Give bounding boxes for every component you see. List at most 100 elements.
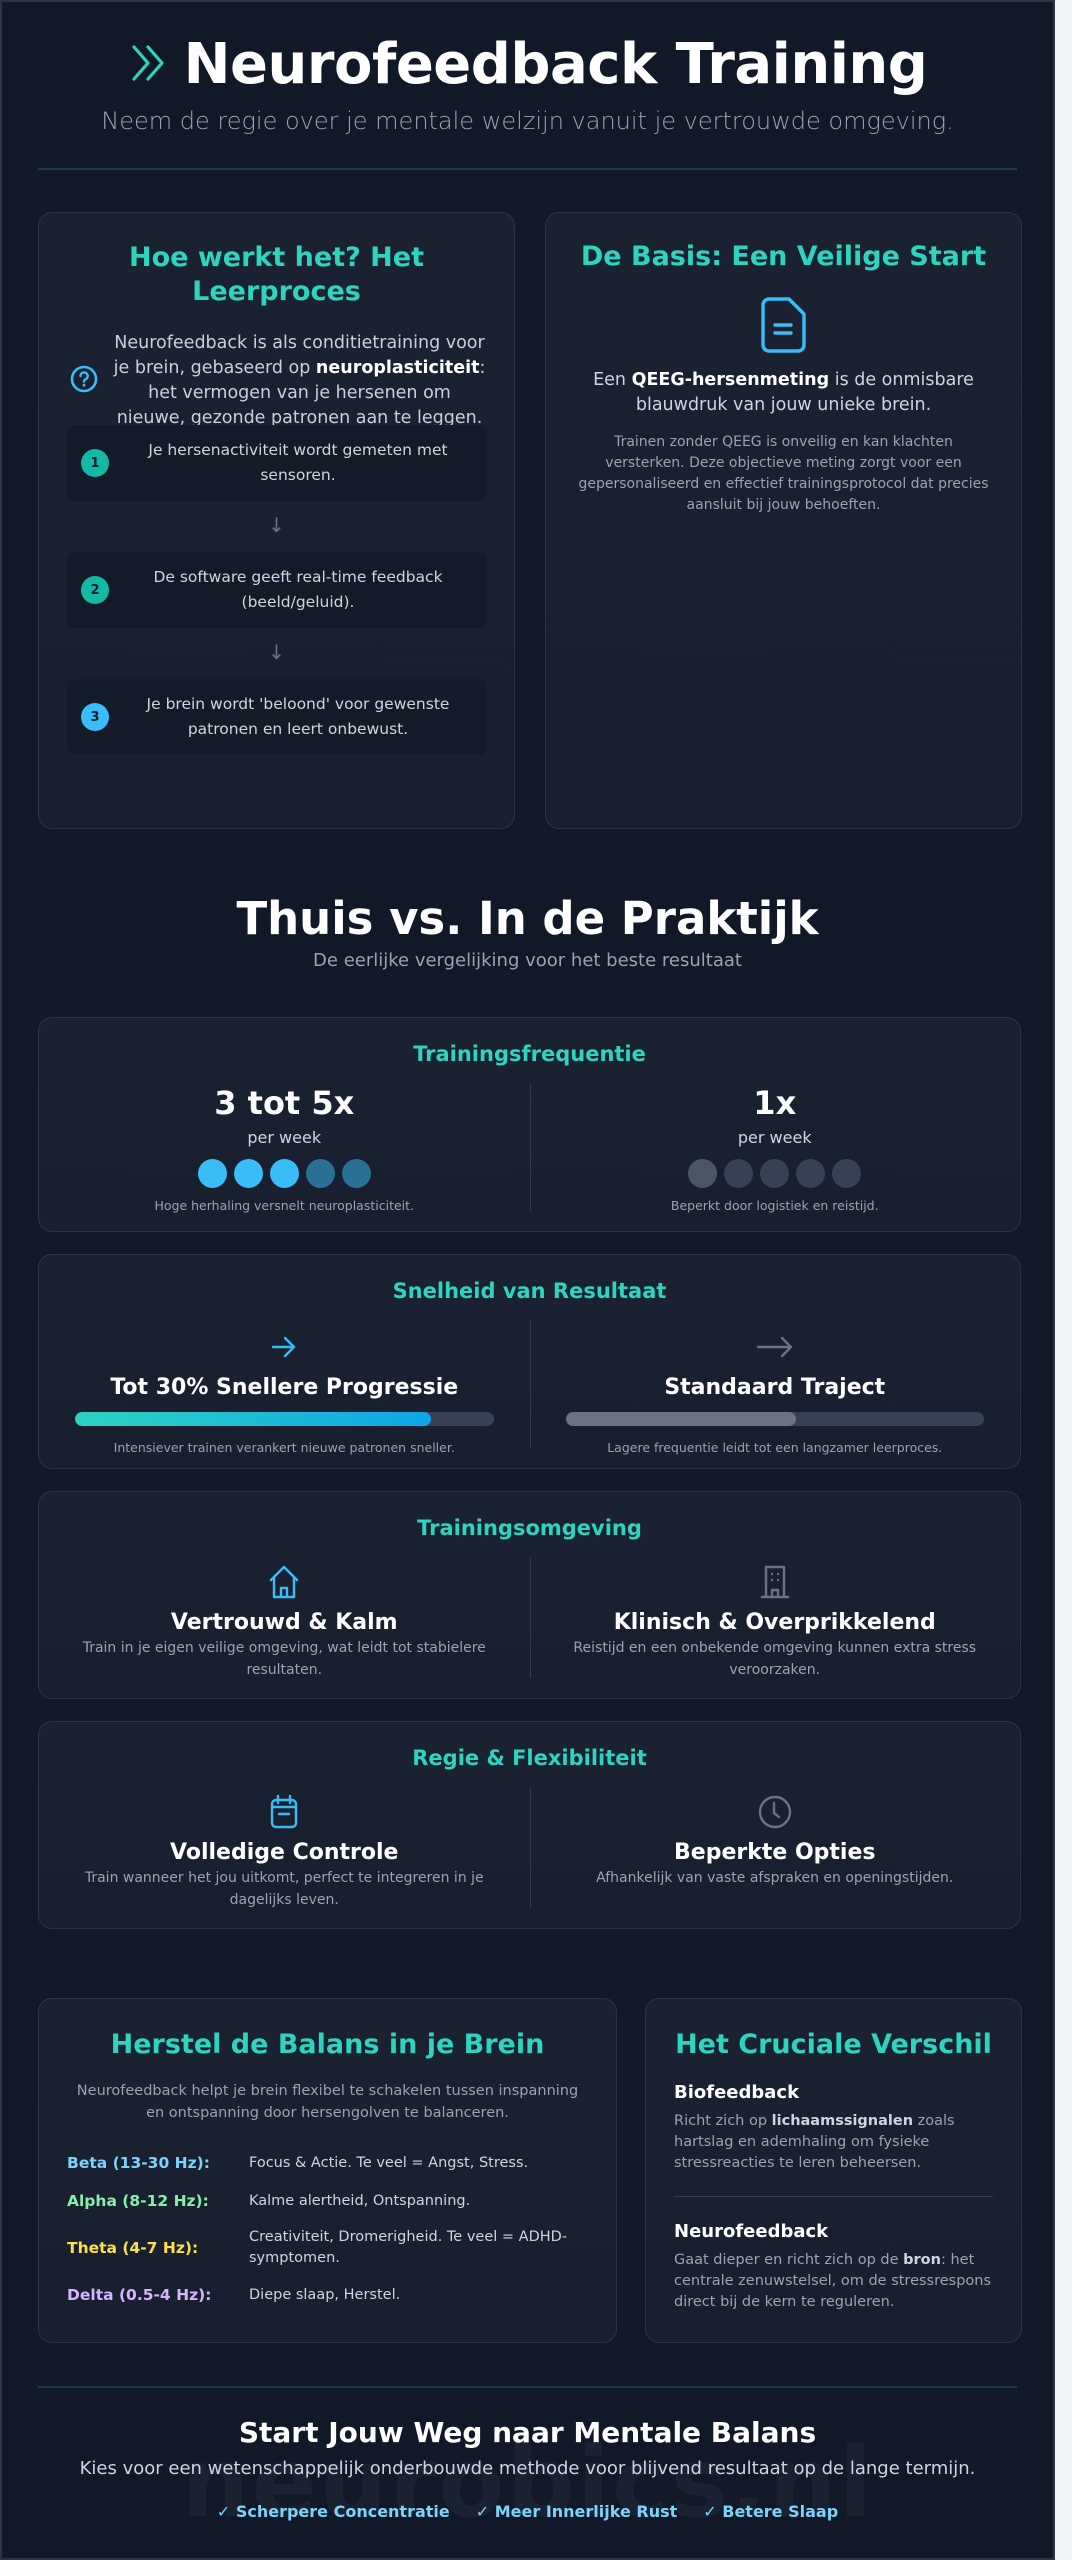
- brainwave-label: Beta (13-30 Hz):: [67, 2154, 210, 2172]
- divider: [529, 1321, 531, 1448]
- frequency-note: Hoge herhaling versnelt neuroplasticitei…: [154, 1198, 415, 1213]
- balance-intro: Neurofeedback helpt je brein flexibel te…: [76, 2083, 579, 2121]
- dot-inactive: [796, 1159, 826, 1188]
- brainwave-list: Beta (13-30 Hz): Focus & Actie. Te veel …: [67, 2144, 588, 2314]
- brainwave-desc: Creativiteit, Dromerigheid. Te veel = AD…: [249, 2229, 568, 2266]
- control-desc: Afhankelijk van vaste afspraken en openi…: [596, 1870, 954, 1886]
- speed-note: Intensiever trainen verankert nieuwe pat…: [113, 1440, 455, 1455]
- card-title: Trainingsomgeving: [417, 1516, 642, 1540]
- step-text: Je hersenactiviteit wordt gemeten met se…: [148, 441, 448, 484]
- divider: [38, 168, 1017, 170]
- brainwave-item: Delta (0.5-4 Hz): Diepe slaap, Herstel.: [67, 2276, 588, 2314]
- frequency-dots: [39, 1159, 530, 1188]
- frequency-note: Beperkt door logistiek en reistijd.: [670, 1198, 879, 1213]
- step-number: 2: [81, 576, 109, 604]
- brainwave-item: Beta (13-30 Hz): Focus & Actie. Te veel …: [67, 2144, 588, 2182]
- divider: [529, 1084, 531, 1211]
- divider: [529, 1788, 531, 1908]
- brain-balance-card: Herstel de Balans in je Brein Neurofeedb…: [38, 1998, 617, 2343]
- brainwave-desc: Kalme alertheid, Ontspanning.: [249, 2192, 471, 2209]
- lead-text: Een QEEG-hersenmeting is de onmisbare bl…: [593, 370, 974, 415]
- document-icon: [760, 297, 806, 353]
- dot-active: [197, 1159, 227, 1188]
- environment-desc: Train in je eigen veilige omgeving, wat …: [82, 1640, 486, 1678]
- block-text: Richt zich op lichaamssignalen zoals har…: [674, 2113, 955, 2171]
- frequency-unit: per week: [737, 1128, 812, 1147]
- dot-active: [269, 1159, 299, 1188]
- arrow-down-icon: ↓: [268, 640, 285, 664]
- divider: [38, 2386, 1017, 2388]
- brainwave-item: Theta (4-7 Hz): Creativiteit, Dromerighe…: [67, 2220, 588, 2276]
- block-text: Gaat dieper en richt zich op de bron: he…: [674, 2252, 992, 2310]
- divider: [674, 2196, 993, 2197]
- dot-inactive: [832, 1159, 862, 1188]
- brainwave-label: Alpha (8-12 Hz):: [67, 2192, 209, 2210]
- cta-subtitle: Kies voor een wetenschappelijk onderbouw…: [79, 2458, 976, 2479]
- building-icon: [530, 1562, 1021, 1602]
- card-title: Snelheid van Resultaat: [392, 1279, 667, 1303]
- card-title: Trainingsfrequentie: [413, 1042, 646, 1066]
- step-text: De software geeft real-time feedback (be…: [153, 568, 443, 611]
- dot-active: [688, 1159, 718, 1188]
- how-it-works-card: Hoe werkt het? Het Leerproces Neurofeedb…: [38, 212, 515, 829]
- cta-title: Start Jouw Weg naar Mentale Balans: [238, 2416, 817, 2449]
- watermark: neurobics.nl: [181, 2427, 874, 2539]
- arrow-right-icon: [530, 1327, 1021, 1367]
- control-heading: Volledige Controle: [170, 1840, 399, 1865]
- page-title: Neurofeedback Training: [183, 32, 928, 97]
- environment-desc: Reistijd en een onbekende omgeving kunne…: [573, 1640, 977, 1678]
- calendar-icon: [39, 1792, 530, 1832]
- neurofeedback-block: Neurofeedback Gaat dieper en richt zich …: [674, 2221, 993, 2313]
- basis-card: De Basis: Een Veilige Start Een QEEG-her…: [545, 212, 1022, 829]
- speed-note: Lagere frequentie leidt tot een langzame…: [607, 1440, 943, 1455]
- frequency-dots: [530, 1159, 1021, 1188]
- step-text: Je brein wordt 'beloond' voor gewenste p…: [146, 695, 450, 738]
- control-card: Regie & Flexibiliteit Volledige Controle…: [38, 1721, 1021, 1929]
- progress-bar: [565, 1412, 984, 1426]
- speed-card: Snelheid van Resultaat Tot 30% Snellere …: [38, 1254, 1021, 1469]
- dot-partial: [341, 1159, 371, 1188]
- benefits-list: ✓ Scherpere Concentratie ✓ Meer Innerlij…: [2, 2502, 1053, 2521]
- arrow-down-icon: ↓: [268, 513, 285, 537]
- biofeedback-block: Biofeedback Richt zich op lichaamssignal…: [674, 2082, 993, 2174]
- step-number: 3: [81, 703, 109, 731]
- block-title: Biofeedback: [674, 2082, 800, 2103]
- block-title: Neurofeedback: [674, 2221, 829, 2242]
- dot-partial: [305, 1159, 335, 1188]
- brainwave-label: Theta (4-7 Hz):: [67, 2239, 199, 2257]
- double-chevron-right-icon: [128, 41, 168, 89]
- difference-card: Het Cruciale Verschil Biofeedback Richt …: [645, 1998, 1022, 2343]
- header: Neurofeedback Training Neem de regie ove…: [2, 2, 1053, 135]
- question-circle-icon: [69, 364, 101, 398]
- section-title: Thuis vs. In de Praktijk: [236, 892, 819, 945]
- frequency-value: 3 tot 5x: [214, 1084, 355, 1122]
- speed-heading: Standaard Traject: [664, 1375, 886, 1400]
- speed-heading: Tot 30% Snellere Progressie: [110, 1375, 459, 1400]
- step-item: 3 Je brein wordt 'beloond' voor gewenste…: [67, 679, 487, 755]
- section-subtitle: De eerlijke vergelijking voor het beste …: [313, 950, 742, 971]
- benefit-item: ✓ Betere Slaap: [703, 2502, 839, 2521]
- frequency-card: Trainingsfrequentie 3 tot 5x per week Ho…: [38, 1017, 1021, 1232]
- brainwave-desc: Focus & Actie. Te veel = Angst, Stress.: [249, 2154, 529, 2171]
- dot-inactive: [760, 1159, 790, 1188]
- environment-heading: Vertrouwd & Kalm: [170, 1610, 398, 1635]
- progress-bar: [75, 1412, 494, 1426]
- control-heading: Beperkte Opties: [674, 1840, 876, 1865]
- brainwave-item: Alpha (8-12 Hz): Kalme alertheid, Ontspa…: [67, 2182, 588, 2220]
- card-title: Hoe werkt het? Het Leerproces: [128, 242, 424, 307]
- brainwave-desc: Diepe slaap, Herstel.: [249, 2286, 401, 2303]
- step-number: 1: [81, 449, 109, 477]
- dot-active: [233, 1159, 263, 1188]
- card-title: Het Cruciale Verschil: [675, 2029, 992, 2060]
- detail-text: Trainen zonder QEEG is onveilig en kan k…: [578, 434, 989, 513]
- control-desc: Train wanneer het jou uitkomt, perfect t…: [84, 1870, 484, 1908]
- dot-inactive: [724, 1159, 754, 1188]
- intro-text: Neurofeedback is als conditietraining vo…: [113, 333, 486, 428]
- step-item: 2 De software geeft real-time feedback (…: [67, 552, 487, 628]
- frequency-value: 1x: [753, 1084, 797, 1122]
- divider: [529, 1558, 531, 1678]
- home-icon: [39, 1562, 530, 1602]
- benefit-item: ✓ Scherpere Concentratie: [216, 2502, 450, 2521]
- step-item: 1 Je hersenactiviteit wordt gemeten met …: [67, 425, 487, 501]
